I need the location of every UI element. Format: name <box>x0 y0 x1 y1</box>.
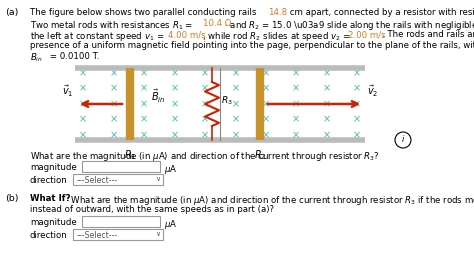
Text: ×: × <box>140 83 148 93</box>
Text: ×: × <box>292 68 300 78</box>
Text: ×: × <box>201 68 209 78</box>
Text: What are the magnitude (in $\mu$A) and direction of the current through resistor: What are the magnitude (in $\mu$A) and d… <box>68 194 474 207</box>
Text: ×: × <box>231 130 239 140</box>
Text: ×: × <box>353 83 361 93</box>
Text: ×: × <box>201 83 209 93</box>
Text: magnitude: magnitude <box>30 163 77 172</box>
Text: $\vec{v}_2$: $\vec{v}_2$ <box>367 84 378 99</box>
Bar <box>82 161 160 172</box>
Text: ×: × <box>322 83 331 93</box>
Text: magnitude: magnitude <box>30 218 77 227</box>
Text: ×: × <box>231 99 239 109</box>
Text: What If?: What If? <box>30 194 71 203</box>
Text: ∨: ∨ <box>155 231 160 237</box>
Text: ×: × <box>231 114 239 124</box>
Text: ×: × <box>201 99 209 109</box>
Text: 14.8: 14.8 <box>268 8 287 17</box>
Text: ×: × <box>79 83 87 93</box>
Text: ×: × <box>109 130 118 140</box>
Text: ×: × <box>322 68 331 78</box>
Text: 10.4 Ω: 10.4 Ω <box>203 19 231 28</box>
Text: , while rod $R_2$ slides at speed $v_2$ =: , while rod $R_2$ slides at speed $v_2$ … <box>202 30 351 43</box>
Text: ×: × <box>201 114 209 124</box>
Text: 2.00 m/s: 2.00 m/s <box>348 30 386 39</box>
Text: ×: × <box>292 83 300 93</box>
Text: . The rods and rails are in the: . The rods and rails are in the <box>382 30 474 39</box>
Text: cm apart, connected by a resistor with resistance: cm apart, connected by a resistor with r… <box>287 8 474 17</box>
Text: i: i <box>402 136 404 145</box>
Text: The figure below shows two parallel conducting rails: The figure below shows two parallel cond… <box>30 8 259 17</box>
Bar <box>82 216 160 227</box>
Text: ×: × <box>201 130 209 140</box>
Text: ×: × <box>262 130 270 140</box>
Text: $R_3$: $R_3$ <box>221 95 233 107</box>
Text: (a): (a) <box>5 8 18 17</box>
Text: ×: × <box>292 130 300 140</box>
Text: Two metal rods with resistances $R_1$ =: Two metal rods with resistances $R_1$ = <box>30 19 194 32</box>
Text: ×: × <box>170 130 178 140</box>
Text: 4.00 m/s: 4.00 m/s <box>168 30 206 39</box>
Text: and $R_2$ = 15.0 \u03a9 slide along the rails with negligible friction. Rod $R_1: and $R_2$ = 15.0 \u03a9 slide along the … <box>227 19 474 32</box>
Text: ×: × <box>109 68 118 78</box>
Text: ×: × <box>262 114 270 124</box>
Text: ×: × <box>79 114 87 124</box>
Text: ×: × <box>109 83 118 93</box>
Text: ×: × <box>170 83 178 93</box>
Text: ×: × <box>170 68 178 78</box>
Text: ×: × <box>292 99 300 109</box>
Text: ∨: ∨ <box>155 176 160 182</box>
Text: ×: × <box>353 114 361 124</box>
Text: ×: × <box>140 130 148 140</box>
Text: ×: × <box>322 99 331 109</box>
Text: ×: × <box>79 68 87 78</box>
Text: $\vec{v}_1$: $\vec{v}_1$ <box>62 84 73 99</box>
Text: ---Select---: ---Select--- <box>77 231 118 240</box>
Text: $\mu$A: $\mu$A <box>164 163 177 176</box>
Text: the left at constant speed $v_1$ =: the left at constant speed $v_1$ = <box>30 30 165 43</box>
Text: ×: × <box>231 83 239 93</box>
Text: ×: × <box>353 68 361 78</box>
Text: $R_2$: $R_2$ <box>254 148 266 162</box>
Text: What are the magnitude (in $\mu$A) and direction of the current through resistor: What are the magnitude (in $\mu$A) and d… <box>30 150 380 163</box>
Text: instead of outward, with the same speeds as in part (a)?: instead of outward, with the same speeds… <box>30 205 274 214</box>
Text: ×: × <box>170 99 178 109</box>
Text: ×: × <box>262 68 270 78</box>
Text: $\mu$A: $\mu$A <box>164 218 177 231</box>
Text: ×: × <box>109 114 118 124</box>
Text: ×: × <box>109 99 118 109</box>
Text: ×: × <box>322 130 331 140</box>
Text: ×: × <box>353 99 361 109</box>
Text: $\vec{B}_{in}$: $\vec{B}_{in}$ <box>151 87 165 105</box>
Bar <box>73 174 163 185</box>
Text: presence of a uniform magnetic field pointing into the page, perpendicular to th: presence of a uniform magnetic field poi… <box>30 41 474 50</box>
Text: ×: × <box>292 114 300 124</box>
Text: ×: × <box>262 83 270 93</box>
Text: ---Select---: ---Select--- <box>77 176 118 185</box>
Text: ×: × <box>262 99 270 109</box>
Text: (b): (b) <box>5 194 18 203</box>
Text: ×: × <box>79 99 87 109</box>
Text: ×: × <box>140 68 148 78</box>
Text: = 0.0100 T.: = 0.0100 T. <box>47 52 100 61</box>
Text: ×: × <box>140 99 148 109</box>
Bar <box>73 229 163 240</box>
Text: ×: × <box>353 130 361 140</box>
Text: ×: × <box>170 114 178 124</box>
Text: ×: × <box>231 68 239 78</box>
Text: ×: × <box>322 114 331 124</box>
Text: ×: × <box>140 114 148 124</box>
Text: $R_1$: $R_1$ <box>124 148 136 162</box>
Text: $B_{in}$: $B_{in}$ <box>30 52 43 64</box>
Text: direction: direction <box>30 231 68 240</box>
Text: ×: × <box>79 130 87 140</box>
Text: direction: direction <box>30 176 68 185</box>
